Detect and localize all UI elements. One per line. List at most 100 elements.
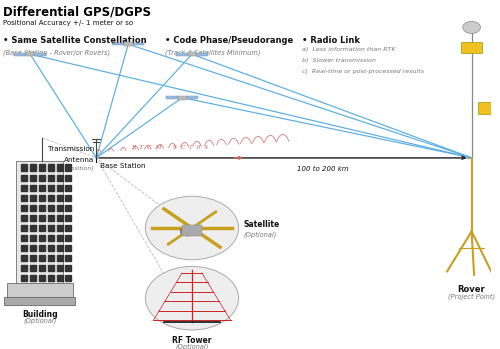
- Bar: [66, 195, 71, 201]
- Bar: [39, 235, 45, 242]
- Text: Rover: Rover: [458, 285, 485, 294]
- Text: (Track 4 Satellites Minimum): (Track 4 Satellites Minimum): [165, 49, 260, 56]
- Text: • Radio Link: • Radio Link: [302, 36, 360, 45]
- Bar: [39, 174, 45, 181]
- Bar: [30, 205, 36, 211]
- Circle shape: [146, 196, 238, 260]
- Bar: [56, 235, 62, 242]
- Bar: [30, 225, 36, 231]
- Bar: [39, 265, 45, 272]
- Bar: [66, 245, 71, 251]
- Bar: [56, 164, 62, 171]
- Bar: [39, 205, 45, 211]
- Bar: [66, 215, 71, 221]
- Bar: [30, 275, 36, 282]
- Bar: [30, 235, 36, 242]
- Bar: [176, 53, 188, 55]
- Bar: [30, 164, 36, 171]
- Bar: [6, 283, 73, 298]
- Bar: [48, 174, 54, 181]
- Bar: [56, 195, 62, 201]
- Bar: [48, 195, 54, 201]
- Bar: [30, 215, 36, 221]
- Bar: [39, 225, 45, 231]
- Bar: [66, 265, 71, 272]
- Bar: [22, 235, 27, 242]
- Bar: [16, 161, 63, 288]
- Bar: [124, 42, 132, 46]
- Bar: [66, 255, 71, 261]
- Bar: [22, 164, 27, 171]
- Bar: [30, 255, 36, 261]
- Circle shape: [463, 21, 480, 34]
- Bar: [56, 255, 62, 261]
- Bar: [48, 205, 54, 211]
- Circle shape: [146, 266, 238, 330]
- Bar: [56, 225, 62, 231]
- Bar: [48, 275, 54, 282]
- Text: Building: Building: [22, 310, 58, 319]
- Bar: [48, 215, 54, 221]
- Bar: [30, 185, 36, 191]
- Bar: [22, 205, 27, 211]
- Bar: [66, 225, 71, 231]
- Bar: [14, 53, 26, 55]
- Bar: [22, 195, 27, 201]
- Text: Base Station: Base Station: [100, 163, 146, 169]
- Bar: [48, 255, 54, 261]
- Bar: [478, 102, 496, 114]
- Bar: [66, 235, 71, 242]
- Bar: [22, 255, 27, 261]
- Text: (Optional): (Optional): [23, 318, 56, 324]
- Text: b)  Slower transmission: b) Slower transmission: [302, 58, 376, 63]
- Bar: [182, 225, 202, 236]
- Bar: [132, 43, 144, 45]
- Bar: [22, 245, 27, 251]
- Bar: [178, 96, 186, 100]
- Bar: [34, 53, 46, 55]
- Bar: [39, 275, 45, 282]
- Bar: [66, 185, 71, 191]
- Text: Transmission: Transmission: [48, 146, 94, 152]
- Bar: [48, 164, 54, 171]
- Bar: [56, 215, 62, 221]
- Bar: [39, 245, 45, 251]
- Bar: [56, 205, 62, 211]
- Bar: [26, 52, 34, 56]
- Bar: [30, 195, 36, 201]
- Text: • Code Phase/Pseudorange: • Code Phase/Pseudorange: [165, 36, 294, 45]
- Bar: [22, 174, 27, 181]
- Bar: [66, 174, 71, 181]
- Text: 100 to 200 km: 100 to 200 km: [298, 166, 349, 172]
- Bar: [186, 96, 198, 99]
- Bar: [39, 215, 45, 221]
- Bar: [22, 275, 27, 282]
- Bar: [66, 275, 71, 282]
- Bar: [30, 174, 36, 181]
- Bar: [112, 43, 124, 45]
- Bar: [196, 53, 208, 55]
- Bar: [22, 265, 27, 272]
- Text: (Known Position): (Known Position): [41, 166, 94, 171]
- Bar: [56, 185, 62, 191]
- Bar: [48, 245, 54, 251]
- Bar: [66, 164, 71, 171]
- Bar: [30, 245, 36, 251]
- Text: a)  Less information than RTK: a) Less information than RTK: [302, 47, 396, 52]
- Bar: [22, 215, 27, 221]
- Text: c)  Real-time or post-processed results: c) Real-time or post-processed results: [302, 69, 424, 74]
- Bar: [30, 265, 36, 272]
- Bar: [39, 164, 45, 171]
- Bar: [39, 195, 45, 201]
- Bar: [66, 205, 71, 211]
- Text: • Same Satellite Constellation: • Same Satellite Constellation: [3, 36, 147, 45]
- Text: Positional Accuracy +/- 1 meter or so: Positional Accuracy +/- 1 meter or so: [3, 20, 134, 26]
- Text: R  T  C  M      S  C  1  0  4: R T C M S C 1 0 4: [130, 146, 208, 150]
- Bar: [39, 185, 45, 191]
- Circle shape: [180, 227, 194, 236]
- Bar: [48, 185, 54, 191]
- Text: (Project Point): (Project Point): [448, 293, 495, 300]
- Bar: [22, 185, 27, 191]
- Text: Differential GPS/DGPS: Differential GPS/DGPS: [3, 6, 151, 19]
- Bar: [48, 235, 54, 242]
